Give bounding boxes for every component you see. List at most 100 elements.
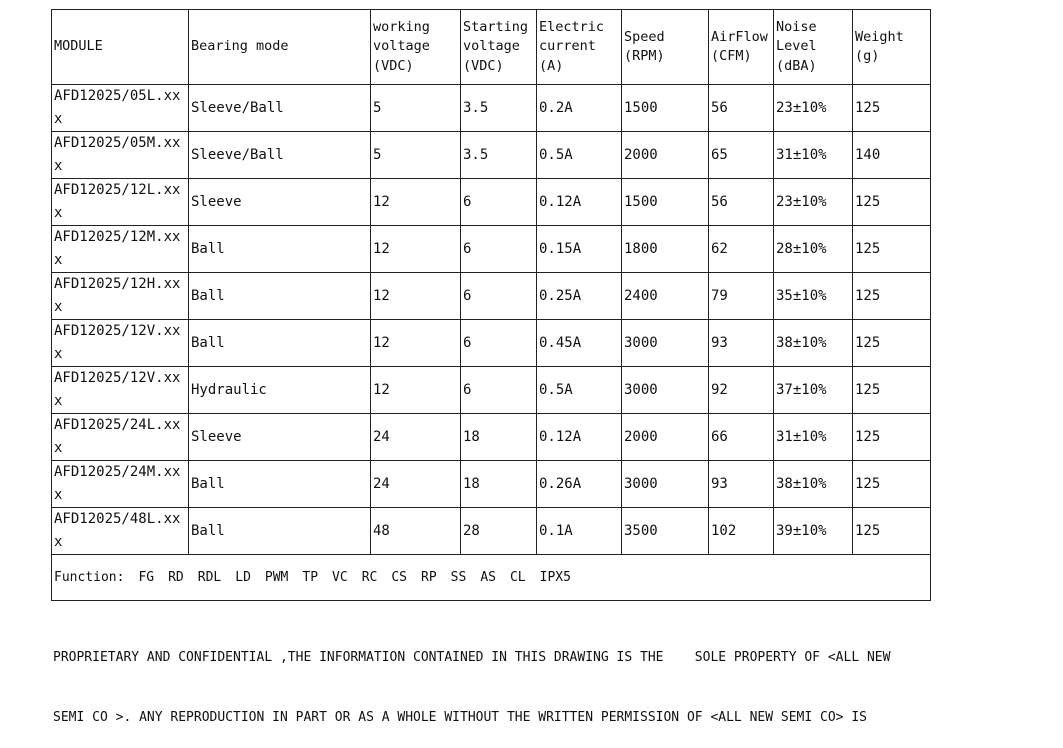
table-row: AFD12025/24M.xxx Ball 24 18 0.26A 3000 93 38±10… bbox=[51, 460, 931, 508]
cell-speed: 3500 bbox=[621, 507, 709, 555]
header-weight: Weight (g) bbox=[852, 9, 931, 85]
cell-weight: 125 bbox=[852, 413, 931, 461]
cell-current: 0.26A bbox=[536, 460, 622, 508]
cell-bearing: Sleeve bbox=[188, 413, 371, 461]
function-list: FG RD RDL LD PWM TP VC RC CS RP SS AS CL IPX5 bbox=[124, 570, 571, 585]
header-line: (CFM) bbox=[711, 48, 752, 64]
cell-noise: 23±10% bbox=[773, 84, 853, 132]
cell-noise: 38±10% bbox=[773, 319, 853, 367]
notice-line: SEMI CO >. ANY REPRODUCTION IN PART OR A… bbox=[53, 710, 867, 725]
cell-weight: 125 bbox=[852, 84, 931, 132]
function-item: RP bbox=[421, 570, 437, 585]
cell-bearing: Ball bbox=[188, 272, 371, 320]
function-label: Function: bbox=[54, 570, 125, 585]
cell-noise: 37±10% bbox=[773, 366, 853, 414]
cell-model: AFD12025/12V.xxx bbox=[51, 366, 189, 414]
cell-starting-voltage: 6 bbox=[460, 366, 537, 414]
cell-airflow: 93 bbox=[708, 460, 774, 508]
cell-airflow: 92 bbox=[708, 366, 774, 414]
header-line: Weight bbox=[855, 28, 904, 45]
cell-speed: 2000 bbox=[621, 131, 709, 179]
cell-airflow: 66 bbox=[708, 413, 774, 461]
header-line: Level bbox=[776, 38, 817, 55]
cell-current: 0.15A bbox=[536, 225, 622, 273]
cell-current: 0.5A bbox=[536, 131, 622, 179]
header-module: MODULE bbox=[51, 9, 189, 85]
cell-model: AFD12025/48L.xxx bbox=[51, 507, 189, 555]
cell-bearing: Ball bbox=[188, 319, 371, 367]
header-line: voltage bbox=[373, 38, 430, 55]
cell-model: AFD12025/24M.xxx bbox=[51, 460, 189, 508]
function-item: PWM bbox=[264, 570, 289, 585]
cell-weight: 125 bbox=[852, 225, 931, 273]
cell-airflow: 56 bbox=[708, 84, 774, 132]
header-starting-voltage: Starting voltage (VDC) bbox=[460, 9, 537, 85]
table-row: AFD12025/12M.xxx Ball 12 6 0.15A 1800 62 28±10%… bbox=[51, 225, 931, 273]
cell-starting-voltage: 6 bbox=[460, 272, 537, 320]
cell-bearing: Ball bbox=[188, 460, 371, 508]
cell-model: AFD12025/05M.xxx bbox=[51, 131, 189, 179]
header-line: (VDC) bbox=[463, 57, 504, 74]
cell-working-voltage: 12 bbox=[370, 366, 461, 414]
header-speed: Speed (RPM) bbox=[621, 9, 709, 85]
cell-current: 0.12A bbox=[536, 413, 622, 461]
cell-working-voltage: 24 bbox=[370, 460, 461, 508]
cell-working-voltage: 12 bbox=[370, 319, 461, 367]
cell-noise: 35±10% bbox=[773, 272, 853, 320]
header-current: Electric current (A) bbox=[536, 9, 622, 85]
cell-working-voltage: 48 bbox=[370, 507, 461, 555]
cell-noise: 38±10% bbox=[773, 460, 853, 508]
cell-weight: 140 bbox=[852, 131, 931, 179]
header-noise: Noise Level (dBA) bbox=[773, 9, 853, 85]
cell-airflow: 62 bbox=[708, 225, 774, 273]
cell-speed: 3000 bbox=[621, 460, 709, 508]
cell-bearing: Ball bbox=[188, 225, 371, 273]
cell-noise: 28±10% bbox=[773, 225, 853, 273]
cell-model: AFD12025/05L.xxx bbox=[51, 84, 189, 132]
cell-current: 0.2A bbox=[536, 84, 622, 132]
function-item: VC bbox=[332, 570, 348, 585]
cell-model: AFD12025/12M.xxx bbox=[51, 225, 189, 273]
confidentiality-notice: PROPRIETARY AND CONFIDENTIAL ,THE INFORM… bbox=[53, 608, 933, 748]
cell-current: 0.25A bbox=[536, 272, 622, 320]
cell-starting-voltage: 3.5 bbox=[460, 131, 537, 179]
header-line: Starting bbox=[463, 18, 529, 35]
header-airflow: AirFlow (CFM) bbox=[708, 9, 774, 85]
header-line: current bbox=[539, 38, 596, 55]
function-item: CS bbox=[391, 570, 408, 585]
cell-airflow: 102 bbox=[708, 507, 774, 555]
function-cell: Function: FG RD RDL LD PWM TP VC RC CS RP SS AS CL IPX… bbox=[51, 554, 931, 601]
table-row: AFD12025/24L.xxx Sleeve 24 18 0.12A 2000 66 31±… bbox=[51, 413, 931, 461]
cell-starting-voltage: 6 bbox=[460, 178, 537, 226]
cell-speed: 2000 bbox=[621, 413, 709, 461]
cell-model: AFD12025/12V.xxx bbox=[51, 319, 189, 367]
cell-bearing: Sleeve bbox=[188, 178, 371, 226]
cell-working-voltage: 12 bbox=[370, 178, 461, 226]
header-line: (VDC) bbox=[373, 57, 414, 74]
function-item: RDL bbox=[197, 570, 222, 585]
cell-airflow: 79 bbox=[708, 272, 774, 320]
cell-bearing: Ball bbox=[188, 507, 371, 555]
table-row: AFD12025/48L.xxx Ball 48 28 0.1A 3500 102 39±10… bbox=[51, 507, 931, 555]
cell-starting-voltage: 6 bbox=[460, 319, 537, 367]
function-row: Function: FG RD RDL LD PWM TP VC RC CS RP SS AS CL IPX… bbox=[51, 554, 931, 601]
cell-speed: 3000 bbox=[621, 366, 709, 414]
table-row: AFD12025/05M.xxx Sleeve/Ball 5 3.5 0.5A 2000 6… bbox=[51, 131, 931, 179]
header-bearing: Bearing mode bbox=[188, 9, 371, 85]
cell-working-voltage: 5 bbox=[370, 131, 461, 179]
cell-starting-voltage: 6 bbox=[460, 225, 537, 273]
cell-speed: 3000 bbox=[621, 319, 709, 367]
cell-airflow: 56 bbox=[708, 178, 774, 226]
cell-bearing: Sleeve/Ball bbox=[188, 131, 371, 179]
cell-working-voltage: 24 bbox=[370, 413, 461, 461]
cell-noise: 31±10% bbox=[773, 413, 853, 461]
cell-noise: 39±10% bbox=[773, 507, 853, 555]
cell-airflow: 93 bbox=[708, 319, 774, 367]
header-line: Speed bbox=[624, 28, 665, 45]
cell-model: AFD12025/12H.xxx bbox=[51, 272, 189, 320]
table-row: AFD12025/12V.xxx Hydraulic 12 6 0.5A 3000 92 37… bbox=[51, 366, 931, 414]
cell-weight: 125 bbox=[852, 319, 931, 367]
header-line: working bbox=[373, 18, 430, 35]
cell-working-voltage: 12 bbox=[370, 225, 461, 273]
cell-speed: 1500 bbox=[621, 178, 709, 226]
